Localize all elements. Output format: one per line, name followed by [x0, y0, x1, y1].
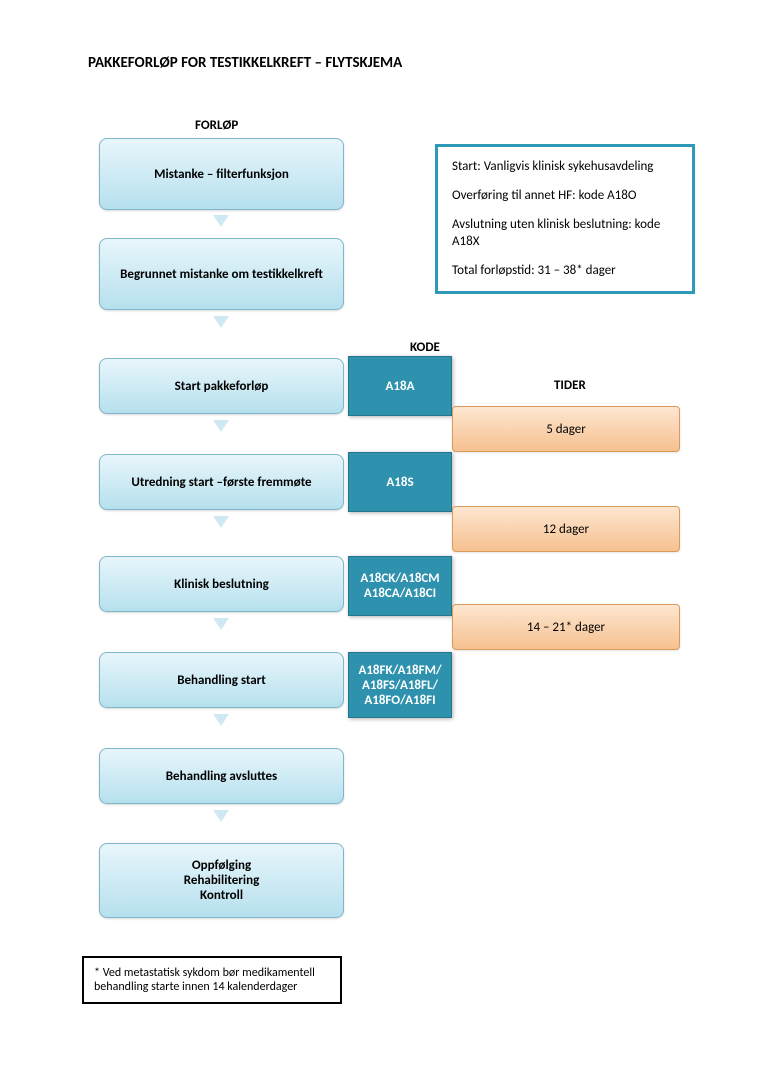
- time-box: 12 dager: [452, 506, 680, 552]
- code-box: A18A: [348, 356, 452, 416]
- time-box: 5 dager: [452, 406, 680, 452]
- flow-box: Begrunnet mistanke om testikkelkreft: [99, 238, 344, 310]
- flow-box: Utredning start –første fremmøte: [99, 454, 344, 510]
- info-line: Start: Vanligvis klinisk sykehusavdeling: [452, 159, 678, 176]
- header-forlop: FORLØP: [195, 118, 238, 133]
- time-box: 14 – 21* dager: [452, 604, 680, 650]
- page-title: PAKKEFORLØP FOR TESTIKKELKREFT – FLYTSKJ…: [88, 54, 402, 72]
- arrow-down-icon: [213, 618, 229, 630]
- info-line: Overføring til annet HF: kode A18O: [452, 188, 678, 205]
- info-box: Start: Vanligvis klinisk sykehusavdeling…: [435, 144, 695, 294]
- footnote: * Ved metastatisk sykdom bør medikamente…: [82, 956, 342, 1004]
- page: PAKKEFORLØP FOR TESTIKKELKREFT – FLYTSKJ…: [0, 0, 758, 1072]
- header-kode: KODE: [410, 340, 440, 355]
- code-box: A18CK/A18CM A18CA/A18CI: [348, 556, 452, 616]
- info-line: Total forløpstid: 31 – 38* dager: [452, 263, 678, 280]
- flow-box: Klinisk beslutning: [99, 556, 344, 612]
- header-tider: TIDER: [554, 378, 586, 393]
- flow-box: Behandling start: [99, 652, 344, 708]
- code-box: A18S: [348, 452, 452, 512]
- flow-box: Behandling avsluttes: [99, 748, 344, 804]
- arrow-down-icon: [213, 810, 229, 822]
- flow-box: Mistanke – filterfunksjon: [99, 138, 344, 210]
- flow-box: Oppfølging Rehabilitering Kontroll: [99, 843, 344, 918]
- arrow-down-icon: [213, 316, 229, 328]
- arrow-down-icon: [213, 420, 229, 432]
- flow-box: Start pakkeforløp: [99, 358, 344, 414]
- arrow-down-icon: [213, 215, 229, 227]
- arrow-down-icon: [213, 714, 229, 726]
- code-box: A18FK/A18FM/ A18FS/A18FL/ A18FO/A18FI: [348, 652, 452, 718]
- info-line: Avslutning uten klinisk beslutning: kode…: [452, 217, 678, 251]
- arrow-down-icon: [213, 516, 229, 528]
